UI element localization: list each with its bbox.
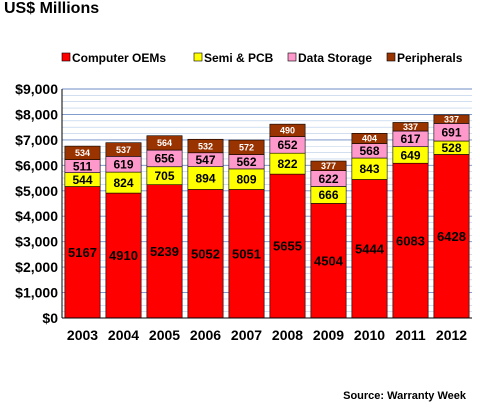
x-tick-label: 2011 xyxy=(395,327,426,343)
data-label: 617 xyxy=(400,132,420,146)
y-tick-label: $5,000 xyxy=(15,183,58,199)
y-tick-label: $0 xyxy=(42,310,58,326)
data-label: 622 xyxy=(318,172,338,186)
data-label: 809 xyxy=(236,173,256,187)
data-label: 652 xyxy=(277,138,297,152)
data-label: 4504 xyxy=(314,253,344,268)
bar-segment xyxy=(269,173,306,319)
data-label: 532 xyxy=(198,141,213,151)
legend: Computer OEMs Semi & PCB Data Storage Perip… xyxy=(61,51,463,65)
bar-segment xyxy=(269,123,306,137)
bar-segment xyxy=(187,189,224,319)
bar-segment xyxy=(64,145,101,160)
chart-title: US$ Millions xyxy=(4,0,100,17)
data-label: 843 xyxy=(359,162,379,176)
y-tick-label: $9,000 xyxy=(15,81,58,97)
y-tick-label: $8,000 xyxy=(15,106,58,122)
data-label: 568 xyxy=(359,144,379,158)
bar-segment xyxy=(392,162,429,319)
bar-segment xyxy=(105,192,142,319)
data-label: 511 xyxy=(73,160,93,174)
data-label: 547 xyxy=(195,153,215,167)
data-label: 537 xyxy=(116,145,131,155)
bar-segment xyxy=(310,160,347,171)
y-tick-label: $1,000 xyxy=(15,285,58,301)
bar-segment xyxy=(433,114,470,124)
legend-label: Computer OEMs xyxy=(72,51,166,65)
x-tick-label: 2010 xyxy=(354,327,385,343)
bar-segment xyxy=(105,142,142,157)
bar-segment xyxy=(392,122,429,132)
data-label: 666 xyxy=(318,188,338,202)
x-tick-label: 2009 xyxy=(313,327,344,343)
x-tick-label: 2008 xyxy=(272,327,303,343)
x-tick-label: 2012 xyxy=(436,327,467,343)
data-label: 705 xyxy=(154,169,174,183)
y-tick-label: $7,000 xyxy=(15,132,58,148)
data-label: 337 xyxy=(444,114,459,124)
data-label: 6428 xyxy=(437,229,466,244)
data-label: 894 xyxy=(195,171,215,185)
data-label: 619 xyxy=(113,158,133,172)
data-label: 564 xyxy=(157,138,172,148)
data-label: 528 xyxy=(441,141,461,155)
x-tick-label: 2004 xyxy=(108,327,139,343)
data-label: 572 xyxy=(239,143,254,153)
bar-segment xyxy=(351,179,388,319)
y-tick-label: $6,000 xyxy=(15,157,58,173)
data-label: 562 xyxy=(236,155,256,169)
data-label: 377 xyxy=(321,161,336,171)
data-label: 5051 xyxy=(232,246,261,261)
source-note: Source: Warranty Week xyxy=(343,390,466,402)
x-tick-label: 2007 xyxy=(231,327,262,343)
y-tick-label: $2,000 xyxy=(15,259,58,275)
bar-segment xyxy=(351,132,388,144)
bar-segment xyxy=(146,184,183,319)
data-label: 5167 xyxy=(68,245,97,260)
legend-swatch xyxy=(287,52,297,62)
data-label: 649 xyxy=(400,148,420,162)
legend-swatch xyxy=(386,52,396,62)
data-label: 534 xyxy=(75,148,90,158)
data-label: 404 xyxy=(362,134,377,144)
data-label: 824 xyxy=(113,176,133,190)
data-label: 490 xyxy=(280,126,295,136)
data-label: 5052 xyxy=(191,246,220,261)
bar-segment xyxy=(228,189,265,319)
data-label: 5444 xyxy=(355,241,385,256)
x-tick-label: 2005 xyxy=(149,327,180,343)
data-label: 691 xyxy=(441,126,461,140)
bar-segment xyxy=(146,135,183,151)
bar-segment xyxy=(228,139,265,155)
x-tick-label: 2003 xyxy=(67,327,98,343)
legend-label: Data Storage xyxy=(298,51,372,65)
axis-layer: $0 $1,000 $2,000 $3,000 $4,000 $5,000 $6,000 $7… xyxy=(15,81,472,343)
data-label: 544 xyxy=(72,173,92,187)
bar-segment xyxy=(187,138,224,154)
bar-segment xyxy=(64,186,101,319)
data-label: 822 xyxy=(277,157,297,171)
data-label: 4910 xyxy=(109,248,138,263)
legend-swatch xyxy=(61,52,71,62)
legend-swatch xyxy=(193,52,203,62)
data-label: 6083 xyxy=(396,233,425,248)
y-tick-label: $4,000 xyxy=(15,208,58,224)
legend-label: Peripherals xyxy=(397,51,463,65)
legend-label: Semi & PCB xyxy=(204,51,274,65)
data-label: 5655 xyxy=(273,239,302,254)
bar-segment xyxy=(433,154,470,319)
x-tick-label: 2006 xyxy=(190,327,221,343)
y-tick-label: $3,000 xyxy=(15,234,58,250)
data-label: 337 xyxy=(403,122,418,132)
data-label: 656 xyxy=(154,152,174,166)
data-label: 5239 xyxy=(150,244,179,259)
